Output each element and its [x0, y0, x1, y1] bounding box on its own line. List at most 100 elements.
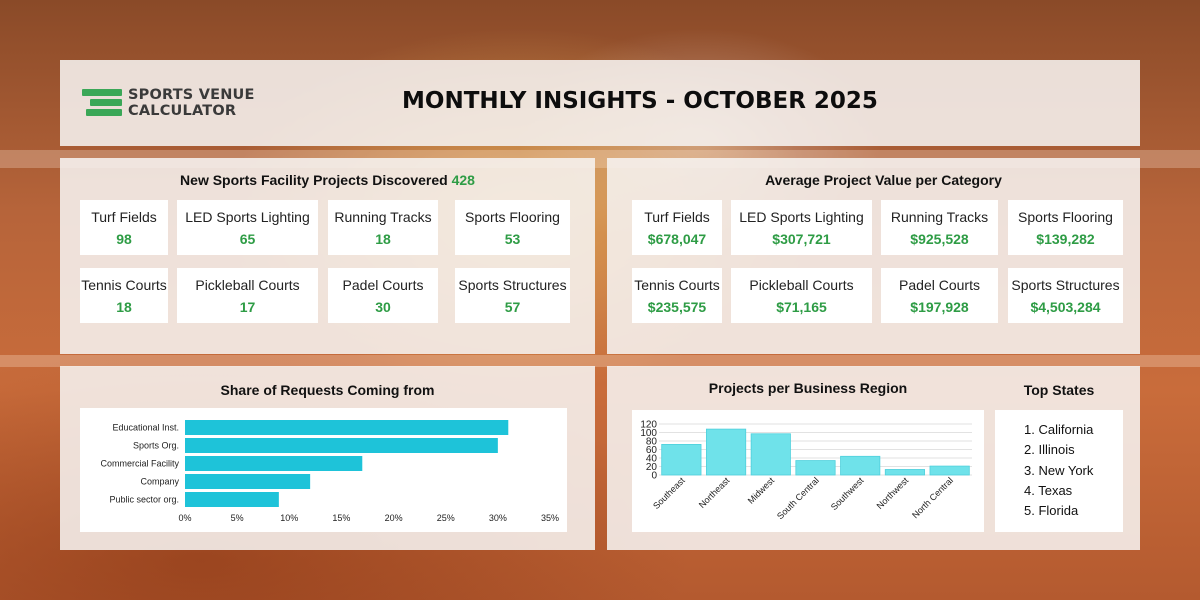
- card-label: Sports Structures: [458, 276, 567, 293]
- new-project-card: Sports Structures 57: [455, 268, 570, 323]
- avg-value-card: Sports Structures $4,503,284: [1008, 268, 1123, 323]
- new-projects-total: 428: [451, 172, 475, 188]
- card-label: Tennis Courts: [81, 276, 167, 293]
- state-item: 1. California: [1024, 422, 1094, 437]
- card-label: Pickleball Courts: [749, 276, 854, 293]
- new-project-card: Sports Flooring 53: [455, 200, 570, 255]
- top-states-box: [995, 410, 1123, 532]
- card-label: Tennis Courts: [634, 276, 720, 293]
- x-category-label: Midwest: [746, 475, 777, 506]
- state-name: Florida: [1038, 503, 1079, 519]
- x-tick-label: 20%: [385, 513, 403, 523]
- x-tick-label: 25%: [437, 513, 455, 523]
- x-tick-label: 5%: [231, 513, 244, 523]
- header-panel: SPORTS VENUE CALCULATOR MONTHLY INSIGHTS…: [60, 60, 1140, 146]
- bar: [884, 469, 926, 476]
- avg-value-card: Tennis Courts $235,575: [632, 268, 722, 323]
- avg-value-card: Padel Courts $197,928: [881, 268, 998, 323]
- state-item: 3. New York: [1024, 462, 1094, 478]
- x-tick-label: 30%: [489, 513, 507, 523]
- logo: SPORTS VENUE CALCULATOR: [82, 86, 255, 120]
- logo-text: SPORTS VENUE CALCULATOR: [128, 87, 255, 119]
- card-value: $4,503,284: [1030, 298, 1101, 315]
- bar: [929, 465, 970, 476]
- new-project-card: Pickleball Courts 17: [177, 268, 318, 323]
- avg-value-card: Running Tracks $925,528: [881, 200, 998, 255]
- x-category-label: Northeast: [697, 475, 732, 510]
- bar: [185, 456, 363, 471]
- card-value: 18: [375, 230, 391, 247]
- card-label: Pickleball Courts: [195, 276, 300, 293]
- state-name: Texas: [1038, 482, 1073, 498]
- y-tick-label: 60: [646, 445, 658, 456]
- logo-line-2: CALCULATOR: [128, 103, 237, 119]
- share-requests-chart: Educational Inst. Sports Org. Commercial F…: [100, 420, 559, 523]
- card-label: Running Tracks: [890, 208, 989, 225]
- card-value: 17: [239, 298, 256, 315]
- card-label: Running Tracks: [334, 208, 432, 225]
- card-value: 57: [504, 298, 521, 315]
- avg-value-card: Turf Fields $678,047: [632, 200, 722, 255]
- bar: [840, 455, 881, 476]
- x-category-label: Southwest: [829, 475, 866, 512]
- card-label: Padel Courts: [899, 276, 980, 293]
- y-tick-label: 0: [651, 471, 657, 482]
- bar-category-label: Company: [140, 477, 179, 487]
- top-states-list: 1. California 2. Illinois 3. New York 4.…: [1024, 420, 1093, 521]
- share-requests-title: Share of Requests Coming from: [220, 382, 435, 398]
- new-project-card: Tennis Courts 18: [80, 268, 168, 323]
- avg-value-card: Pickleball Courts $71,165: [731, 268, 872, 323]
- card-label: LED Sports Lighting: [739, 208, 864, 225]
- avg-value-title: Average Project Value per Category: [765, 172, 1002, 188]
- bar: [185, 474, 311, 489]
- card-value: 18: [116, 298, 132, 315]
- new-project-card: Turf Fields 98: [80, 200, 168, 255]
- y-tick-label: 100: [640, 428, 657, 439]
- card-value: $197,928: [910, 298, 969, 315]
- top-states-title: Top States: [1023, 382, 1095, 398]
- state-name: Illinois: [1038, 442, 1075, 458]
- state-item: 5. Florida: [1024, 503, 1079, 519]
- x-category-label: South Central: [775, 475, 821, 521]
- card-value: $678,047: [647, 230, 707, 247]
- card-value: $235,575: [647, 298, 707, 315]
- state-name: New York: [1038, 462, 1094, 478]
- bar: [185, 492, 279, 507]
- background-band: [0, 355, 1200, 367]
- new-project-card: Padel Courts 30: [328, 268, 438, 323]
- new-projects-title: New Sports Facility Projects Discovered …: [60, 172, 595, 188]
- new-projects-title-text: New Sports Facility Projects Discovered: [180, 172, 448, 188]
- bar: [795, 460, 836, 476]
- y-tick-label: 40: [646, 454, 658, 465]
- x-category-label: North Central: [910, 475, 955, 520]
- card-label: Sports Structures: [1011, 276, 1120, 293]
- page-title: MONTHLY INSIGHTS - OCTOBER 2025: [402, 88, 878, 114]
- card-value: $925,528: [910, 230, 969, 247]
- state-item: 2. Illinois: [1024, 442, 1075, 458]
- bar: [750, 433, 791, 476]
- bar-category-label: Sports Org.: [133, 441, 179, 451]
- card-value: 30: [375, 298, 391, 315]
- y-tick-label: 20: [646, 462, 658, 473]
- card-value: $307,721: [772, 230, 831, 247]
- bar: [661, 444, 702, 476]
- card-label: Sports Flooring: [465, 208, 560, 225]
- new-project-card: Running Tracks 18: [328, 200, 438, 255]
- share-requests-chart-area: Educational Inst. Sports Org. Commercial F…: [80, 408, 567, 532]
- state-item: 4. Texas: [1024, 482, 1073, 498]
- card-label: Sports Flooring: [1018, 208, 1113, 225]
- region-chart-area: 0 20 40 60 80 100 120 Southeast Northeast Midwest…: [632, 410, 984, 532]
- card-value: 65: [239, 230, 256, 247]
- card-label: Padel Courts: [342, 276, 424, 293]
- card-value: 98: [116, 230, 132, 247]
- bar-category-label: Educational Inst.: [112, 423, 179, 433]
- x-tick-label: 10%: [280, 513, 298, 523]
- card-label: LED Sports Lighting: [185, 208, 310, 225]
- bar: [185, 438, 498, 453]
- logo-mark-icon: [82, 86, 122, 120]
- x-category-label: Northwest: [875, 475, 911, 511]
- bar: [185, 420, 509, 435]
- x-tick-label: 0%: [178, 513, 191, 523]
- card-label: Turf Fields: [644, 208, 710, 225]
